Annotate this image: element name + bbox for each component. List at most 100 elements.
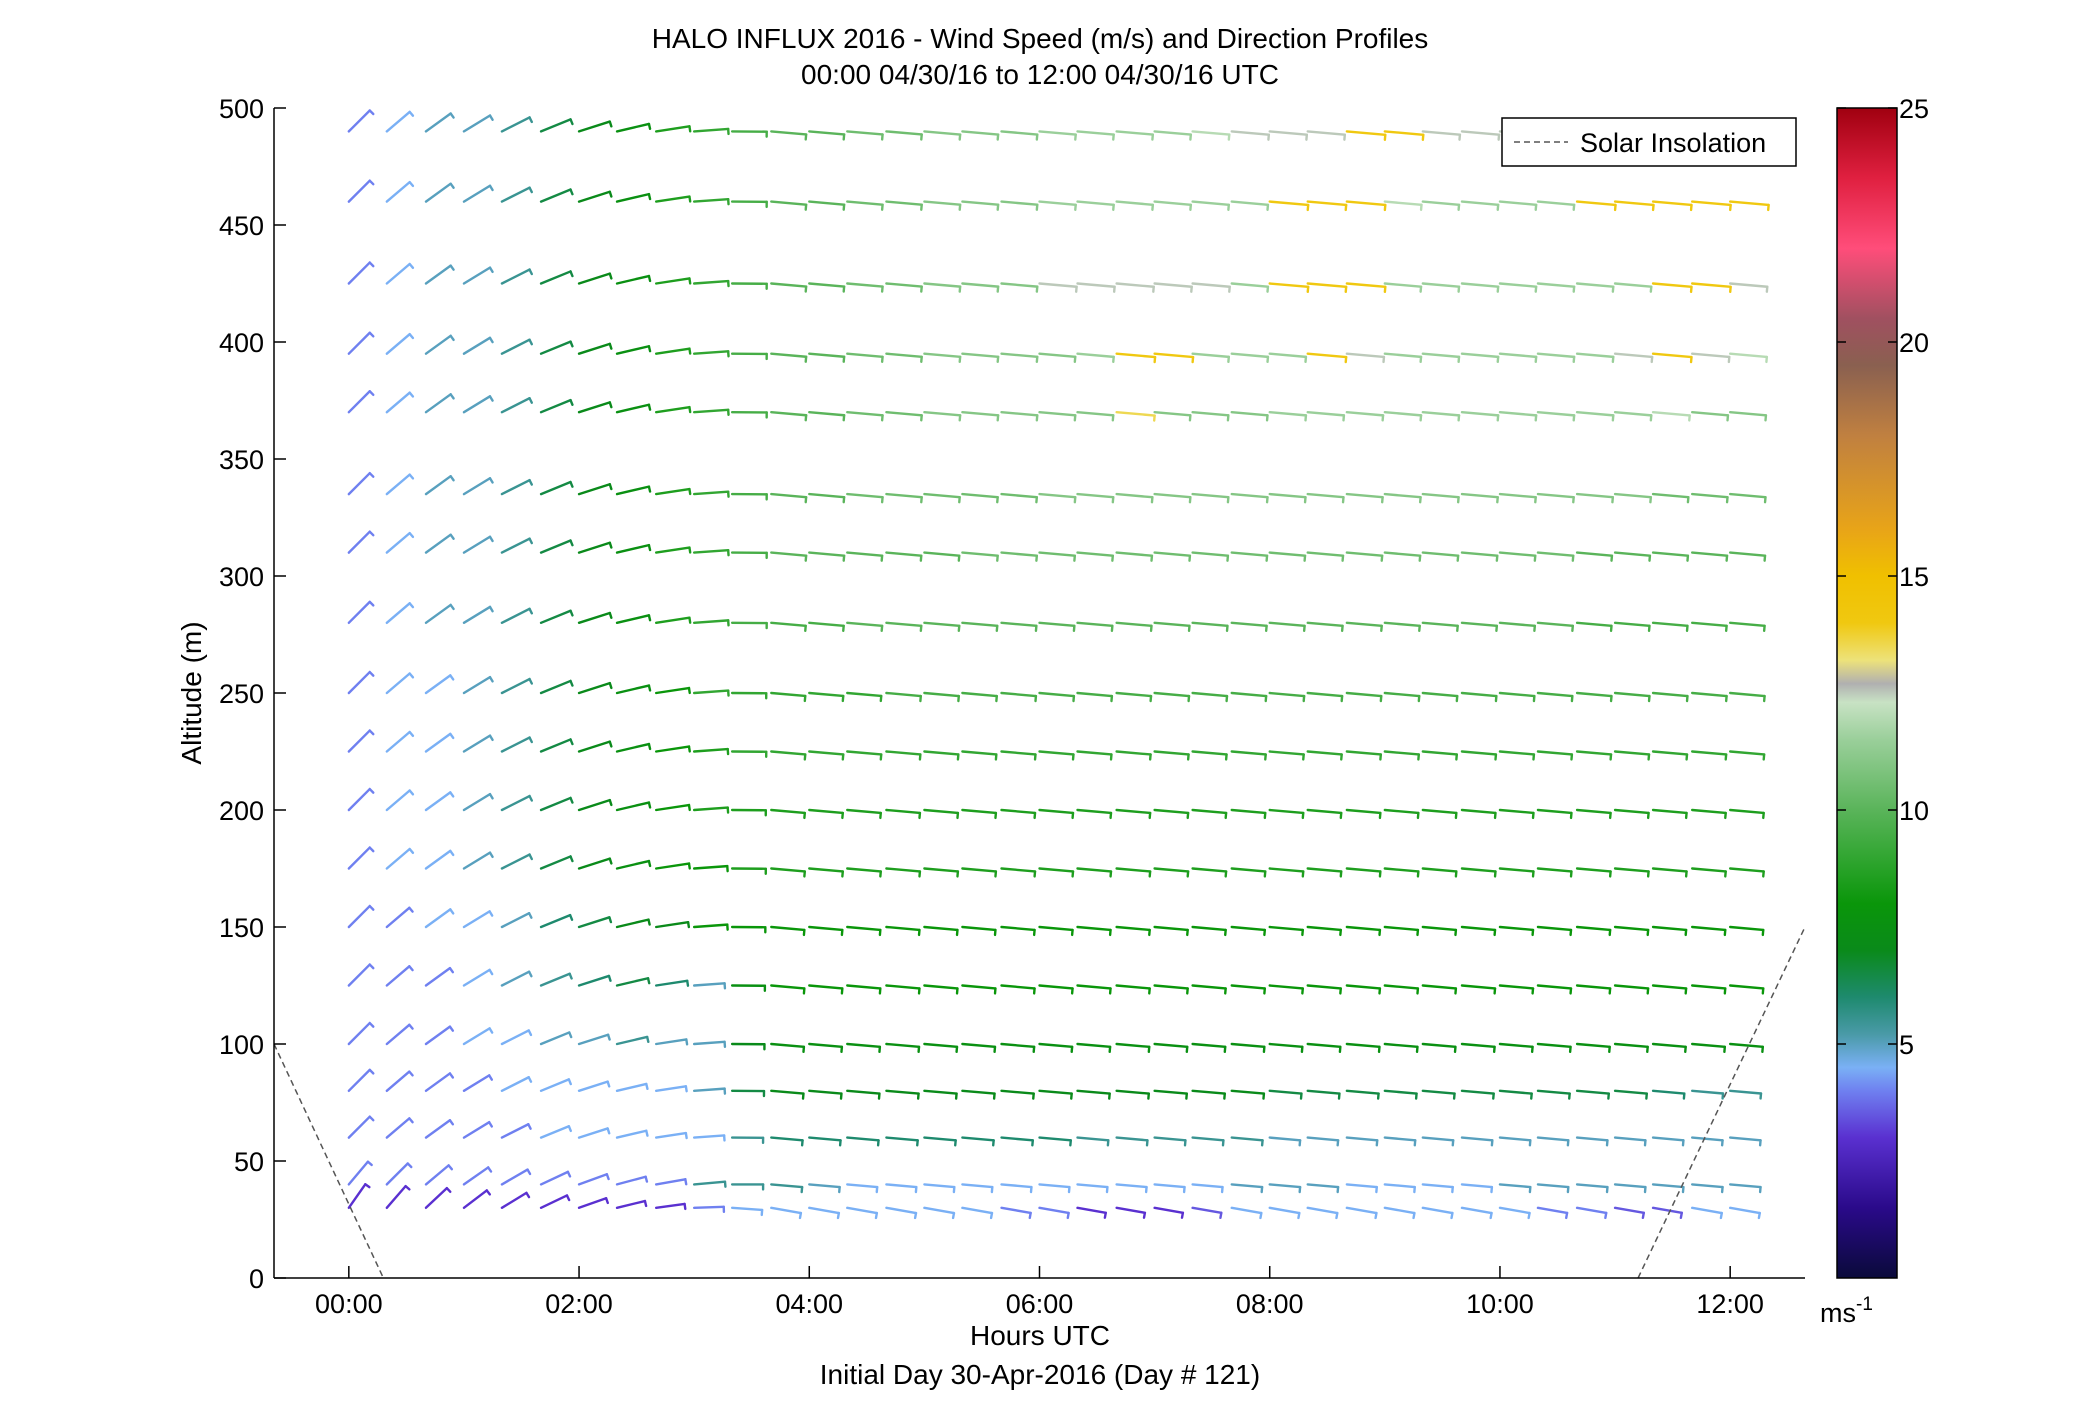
wind-barb xyxy=(1498,1089,1533,1100)
wind-barb-staff xyxy=(1306,1206,1339,1215)
wind-barb-staff xyxy=(1345,750,1383,756)
wind-barb-feather xyxy=(1604,1211,1608,1220)
wind-barb xyxy=(500,912,533,929)
wind-barb xyxy=(730,1183,765,1191)
wind-barb-staff xyxy=(1153,352,1195,359)
wind-barb xyxy=(1230,621,1268,633)
wind-barb-staff xyxy=(1690,984,1727,990)
wind-barb xyxy=(539,738,574,753)
colorbar-tick-label: 20 xyxy=(1899,328,1929,358)
wind-barb-staff xyxy=(1306,1136,1340,1142)
wind-barb-staff xyxy=(347,530,371,554)
wind-barb-feather xyxy=(1374,1211,1378,1220)
wind-barb-feather xyxy=(445,1186,452,1194)
wind-barb xyxy=(424,112,455,133)
wind-barb-feather xyxy=(647,403,652,411)
wind-barb-feather xyxy=(488,477,494,484)
wind-barb xyxy=(1153,492,1192,504)
wind-barb-feather xyxy=(688,195,692,203)
wind-barb-staff xyxy=(385,473,411,496)
wind-barb-staff xyxy=(846,411,884,417)
wind-barb-staff xyxy=(539,270,572,285)
wind-barb xyxy=(1421,551,1460,562)
wind-barb xyxy=(1690,1136,1724,1147)
wind-barb xyxy=(923,130,962,141)
wind-barb-staff xyxy=(462,395,492,414)
wind-barb-staff xyxy=(1115,551,1154,557)
wind-barb xyxy=(539,1031,573,1046)
wind-barb xyxy=(1230,1183,1264,1194)
wind-barb-staff xyxy=(1115,925,1151,932)
wind-barb-staff xyxy=(1536,621,1575,628)
wind-barb xyxy=(846,200,884,211)
wind-barb-staff xyxy=(1613,1089,1648,1095)
wind-barb xyxy=(424,674,455,695)
wind-barb xyxy=(1421,130,1462,141)
y-tick-label: 300 xyxy=(219,562,264,592)
wind-barb xyxy=(1268,492,1307,504)
wind-barb xyxy=(462,1166,493,1186)
wind-barb-staff xyxy=(347,904,371,929)
wind-barb-staff xyxy=(770,621,807,628)
wind-barb xyxy=(1268,282,1310,294)
wind-barb-staff xyxy=(961,492,999,499)
wind-barb-staff xyxy=(1000,352,1039,359)
wind-barb-feather xyxy=(1412,1211,1416,1220)
wind-barb-staff xyxy=(1651,1089,1686,1095)
wind-barb xyxy=(846,621,884,633)
wind-barb-staff xyxy=(1038,925,1074,932)
wind-barb xyxy=(1038,551,1077,562)
wind-barb xyxy=(615,742,652,753)
wind-barb-staff xyxy=(1115,621,1153,628)
wind-barb-staff xyxy=(615,1199,647,1210)
wind-barb xyxy=(347,179,375,203)
wind-barb-staff xyxy=(1306,130,1347,136)
wind-barb-staff xyxy=(1076,621,1114,628)
wind-barb-staff xyxy=(1191,200,1231,206)
wind-barb-feather xyxy=(608,916,613,924)
wind-barb-feather xyxy=(366,1160,373,1167)
wind-barb-staff xyxy=(654,616,691,624)
wind-barb xyxy=(1038,492,1077,504)
wind-barb-staff xyxy=(424,1072,452,1093)
wind-barb-staff xyxy=(1536,1136,1570,1142)
wind-barb-staff xyxy=(1575,1136,1609,1142)
wind-barb xyxy=(1115,621,1153,633)
wind-barb-staff xyxy=(1268,984,1304,990)
colorbar-unit-exponent: -1 xyxy=(1856,1294,1873,1315)
wind-barb-staff xyxy=(1460,352,1500,359)
wind-barb xyxy=(1000,621,1038,633)
wind-barb xyxy=(1613,750,1651,761)
wind-barb xyxy=(808,1042,844,1054)
x-ticks: 00:00 02:00 04:00 06:00 08:00 10:00 12:00 xyxy=(315,1266,1764,1319)
wind-barb-feather xyxy=(368,1068,375,1075)
wind-barb-staff xyxy=(539,340,572,355)
wind-barb xyxy=(347,1115,375,1139)
wind-barb xyxy=(654,803,691,812)
wind-barb-staff xyxy=(654,1202,686,1210)
wind-barb xyxy=(1230,867,1267,878)
wind-barb-staff xyxy=(424,791,452,812)
wind-barb-staff xyxy=(1230,1206,1263,1215)
wind-barb-staff xyxy=(615,859,651,870)
wind-barb xyxy=(462,477,494,496)
wind-barb-feather xyxy=(606,1080,611,1088)
wind-barb-staff xyxy=(961,1183,994,1189)
wind-barb xyxy=(1038,352,1077,364)
wind-barb-staff xyxy=(539,1078,571,1093)
wind-barb-staff xyxy=(1383,551,1422,557)
wind-barb-staff xyxy=(424,182,452,203)
wind-barb-staff xyxy=(1728,1089,1763,1095)
y-tick-label: 450 xyxy=(219,211,264,241)
wind-barb xyxy=(500,1076,533,1093)
wind-barb-staff xyxy=(1651,750,1689,756)
wind-barb xyxy=(885,867,922,878)
wind-barb-feather xyxy=(608,798,613,807)
wind-barb-feather xyxy=(646,977,651,985)
wind-barb xyxy=(1421,1183,1454,1194)
wind-barb xyxy=(1460,621,1499,633)
wind-barb-staff xyxy=(385,906,411,929)
wind-barb xyxy=(923,925,959,937)
wind-barb-staff xyxy=(770,1183,804,1189)
wind-barb xyxy=(500,736,534,753)
